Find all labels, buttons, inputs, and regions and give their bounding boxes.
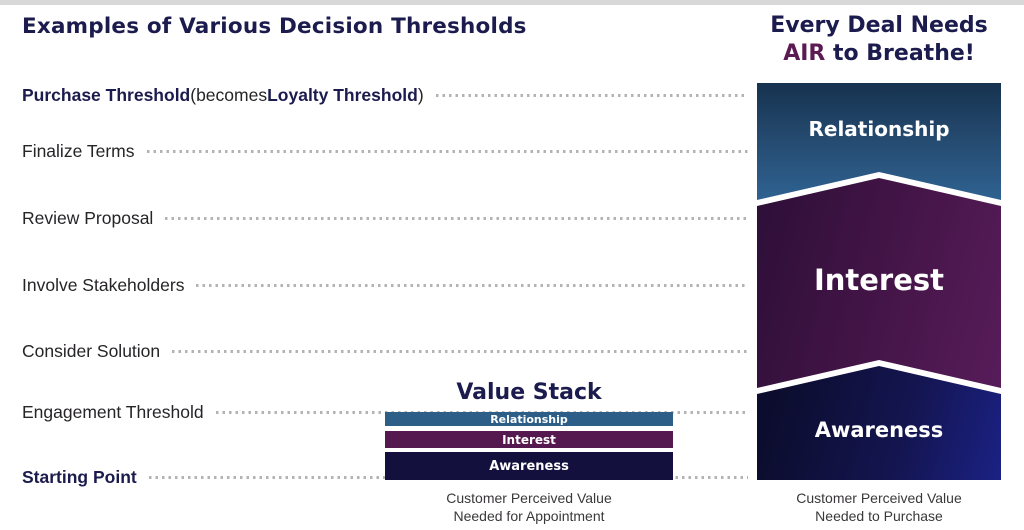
top-border-strip xyxy=(0,0,1024,5)
page-title: Examples of Various Decision Thresholds xyxy=(22,14,527,39)
dotted-leader xyxy=(165,216,748,220)
value-stack-bar-relationship: Relationship xyxy=(385,412,673,426)
air-chart-interest-label: Interest xyxy=(813,263,945,297)
value-stack-bar-relationship-label: Relationship xyxy=(490,412,568,426)
purchase-threshold-end: ) xyxy=(417,84,424,105)
dotted-leader xyxy=(435,93,748,97)
review-proposal-label: Review Proposal xyxy=(22,207,154,228)
involve-stakeholders-label: Involve Stakeholders xyxy=(22,274,185,295)
threshold-row-review-proposal: Review Proposal xyxy=(22,206,748,230)
air-chart-segment-awareness: Awareness xyxy=(757,366,1001,480)
dotted-leader xyxy=(146,149,748,153)
air-heading-line1: Every Deal Needs xyxy=(770,13,988,38)
threshold-row-consider-solution: Consider Solution xyxy=(22,339,748,363)
threshold-row-purchase: Purchase Threshold (becomes Loyalty Thre… xyxy=(22,83,748,107)
finalize-terms-label: Finalize Terms xyxy=(22,140,135,161)
air-chart-caption-line2: Needed to Purchase xyxy=(815,508,943,524)
starting-point-label: Starting Point xyxy=(22,466,137,487)
threshold-row-finalize-terms: Finalize Terms xyxy=(22,139,748,163)
consider-solution-label: Consider Solution xyxy=(22,340,161,361)
air-chart-segment-interest: Interest xyxy=(757,178,1001,388)
dotted-leader xyxy=(196,283,748,287)
purchase-threshold-label: Purchase Threshold xyxy=(22,84,191,105)
value-stack-caption: Customer Perceived Value Needed for Appo… xyxy=(385,489,673,525)
value-stack-bar-interest: Interest xyxy=(385,431,673,448)
engagement-threshold-label: Engagement Threshold xyxy=(22,401,204,422)
value-stack-caption-line2: Needed for Appointment xyxy=(453,508,605,524)
value-stack-bar-awareness: Awareness xyxy=(385,452,673,480)
value-stack-title: Value Stack xyxy=(456,380,602,405)
purchase-threshold-mid: (becomes xyxy=(190,84,268,105)
air-chart-relationship-label: Relationship xyxy=(808,117,950,141)
threshold-row-involve-stakeholders: Involve Stakeholders xyxy=(22,273,748,297)
air-heading-accent: AIR xyxy=(783,41,826,66)
value-stack-bar-interest-label: Interest xyxy=(502,432,556,447)
air-chart-caption-line1: Customer Perceived Value xyxy=(796,490,962,506)
dotted-leader xyxy=(172,349,748,353)
value-stack-caption-line1: Customer Perceived Value xyxy=(446,490,612,506)
loyalty-threshold-label: Loyalty Threshold xyxy=(267,84,418,105)
value-stack: Relationship Interest Awareness xyxy=(385,412,673,480)
value-stack-bar-awareness-label: Awareness xyxy=(489,458,569,474)
air-chart-caption: Customer Perceived Value Needed to Purch… xyxy=(757,489,1001,525)
air-chart-awareness-label: Awareness xyxy=(814,418,944,442)
air-heading-rest: to Breathe! xyxy=(825,41,975,66)
air-heading: Every Deal Needs AIR to Breathe! xyxy=(752,12,1006,68)
air-chart: Relationship Interest Awareness xyxy=(757,83,1001,480)
